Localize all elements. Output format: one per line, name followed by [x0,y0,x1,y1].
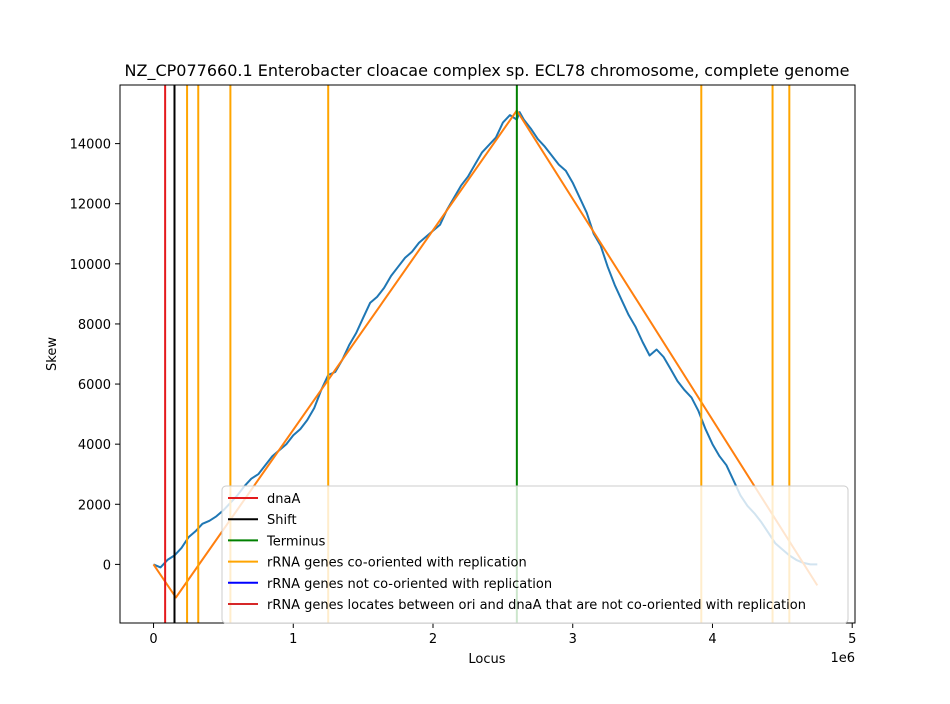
x-tick-label: 3 [569,632,577,647]
x-tick-label: 4 [708,632,716,647]
y-tick-label: 14000 [70,138,111,153]
y-tick-label: 4000 [78,438,111,453]
y-axis-label: Skew [45,337,60,371]
x-axis-label: Locus [468,652,505,667]
legend-label-terminus: Terminus [266,534,326,549]
x-tick-label: 1 [289,632,297,647]
x-tick-label: 5 [848,632,856,647]
y-tick-label: 12000 [70,198,111,213]
legend-label-rrna_not: rRNA genes not co-oriented with replicat… [267,577,552,592]
x-axis-offset-label: 1e6 [830,651,855,666]
x-tick-label: 0 [149,632,157,647]
chart-title: NZ_CP077660.1 Enterobacter cloacae compl… [125,61,850,81]
legend-label-rrna_co: rRNA genes co-oriented with replication [267,556,527,571]
legend-label-rrna_between: rRNA genes locates between ori and dnaA … [267,598,806,613]
legend-label-shift: Shift [267,513,297,528]
y-tick-label: 0 [103,558,111,573]
y-tick-label: 10000 [70,258,111,273]
legend-label-dnaA: dnaA [267,492,300,507]
y-tick-label: 2000 [78,498,111,513]
y-tick-label: 6000 [78,378,111,393]
legend: dnaA Shift Terminus rRNA genes co-oriented … [221,485,849,624]
skew-series-line [153,111,818,569]
x-tick-label: 2 [429,632,437,647]
y-tick-label: 8000 [78,318,111,333]
legend-box [221,485,849,624]
